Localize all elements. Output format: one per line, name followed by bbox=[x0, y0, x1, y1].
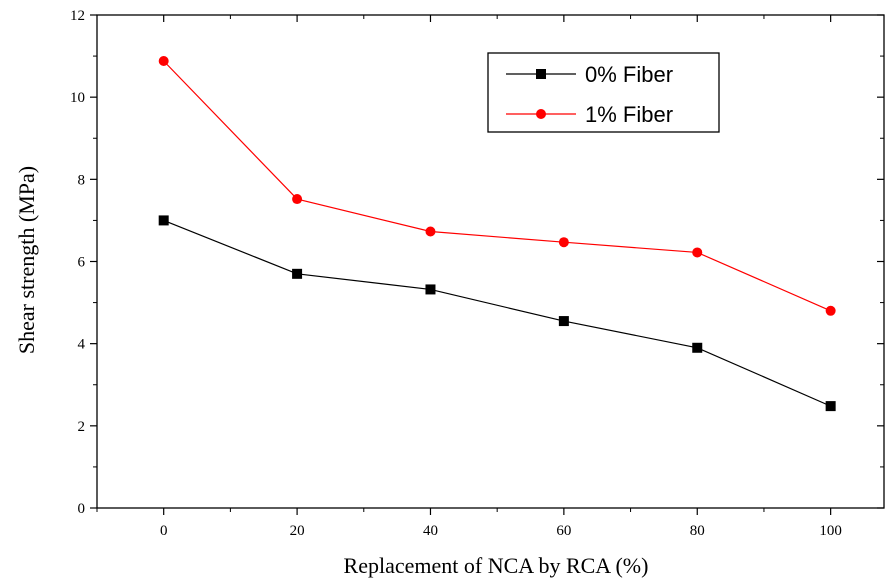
x-tick-label: 0 bbox=[160, 523, 168, 539]
y-tick-label: 10 bbox=[70, 90, 85, 106]
legend-box bbox=[487, 52, 720, 133]
data-point-circle bbox=[292, 194, 303, 205]
y-tick-label: 8 bbox=[78, 172, 86, 188]
x-tick-label: 20 bbox=[290, 523, 305, 539]
legend: 0% Fiber 1% Fiber bbox=[487, 52, 720, 133]
data-point-circle bbox=[692, 247, 703, 258]
data-point-square bbox=[425, 284, 436, 295]
x-tick-label: 80 bbox=[690, 523, 705, 539]
y-tick-label: 6 bbox=[78, 255, 86, 271]
data-point-square bbox=[692, 342, 703, 353]
data-point-circle bbox=[558, 237, 569, 248]
legend-label-0: 0% Fiber bbox=[585, 62, 673, 87]
x-tick-label: 100 bbox=[819, 523, 842, 539]
data-point-circle bbox=[825, 305, 836, 316]
y-axis-title: Shear strength (MPa) bbox=[14, 166, 39, 354]
data-point-circle bbox=[425, 226, 436, 237]
data-point-square bbox=[825, 401, 836, 412]
series-line-0 bbox=[163, 219, 831, 407]
data-point-circle bbox=[158, 56, 169, 67]
y-tick-label: 0 bbox=[78, 501, 86, 517]
legend-label-1: 1% Fiber bbox=[585, 102, 673, 127]
legend-marker-0 bbox=[536, 69, 546, 79]
data-point-square bbox=[292, 268, 303, 279]
y-axis: 0 2 4 6 8 10 12 bbox=[70, 8, 884, 517]
series-layer bbox=[158, 56, 836, 412]
x-tick-label: 60 bbox=[556, 523, 571, 539]
x-axis: 0 20 40 60 80 100 bbox=[96, 15, 842, 539]
series-line-1 bbox=[163, 60, 831, 312]
legend-marker-1 bbox=[536, 109, 546, 119]
data-point-square bbox=[558, 316, 569, 327]
data-point-square bbox=[158, 215, 169, 226]
y-tick-label: 12 bbox=[70, 8, 85, 24]
y-tick-label: 2 bbox=[78, 419, 86, 435]
x-tick-label: 40 bbox=[423, 523, 438, 539]
x-axis-title: Replacement of NCA by RCA (%) bbox=[344, 553, 649, 578]
y-tick-label: 4 bbox=[78, 337, 86, 353]
